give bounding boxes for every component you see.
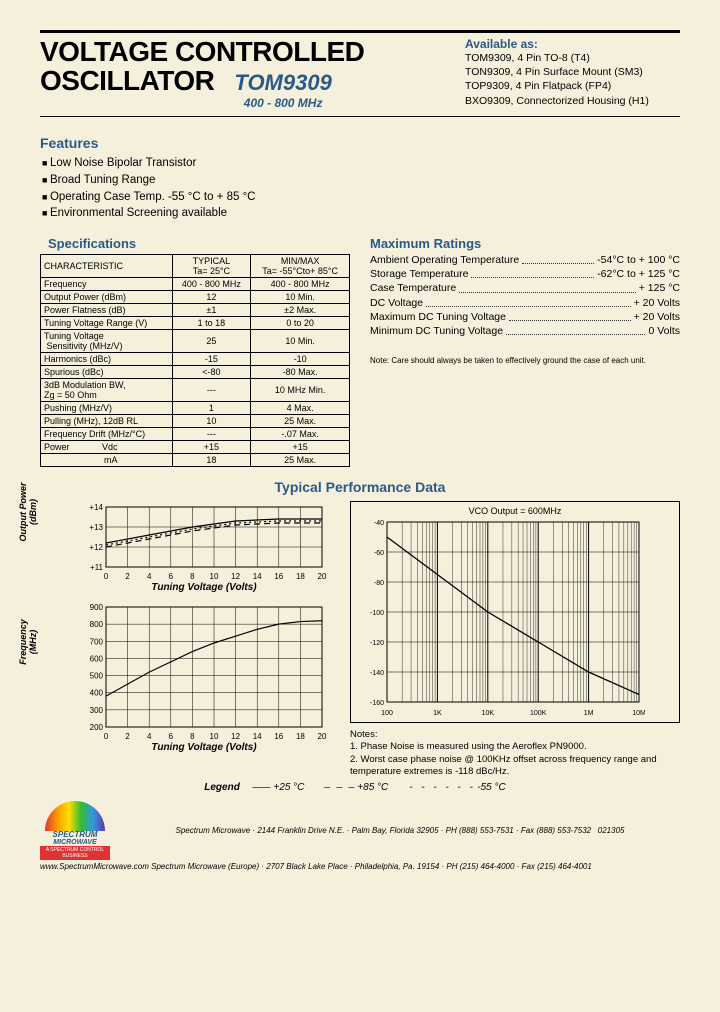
svg-text:20: 20 xyxy=(318,732,327,741)
chart-output-power: Output Power (dBm) +11+12+13+14024681012… xyxy=(40,501,330,593)
svg-text:600: 600 xyxy=(90,655,104,664)
spec-title: Specifications xyxy=(48,236,350,251)
svg-text:10M: 10M xyxy=(632,710,645,717)
svg-text:500: 500 xyxy=(90,672,104,681)
svg-text:+14: +14 xyxy=(89,503,103,512)
chart-frequency: Frequency (MHz) 200300400500600700800900… xyxy=(40,601,330,753)
chart1-xlabel: Tuning Voltage (Volts) xyxy=(78,582,330,593)
svg-text:2: 2 xyxy=(125,572,130,581)
chart1-ylabel: Output Power (dBm) xyxy=(18,467,38,557)
avail-item: TON9309, 4 Pin Surface Mount (SM3) xyxy=(465,65,680,79)
specifications-block: Specifications CHARACTERISTICTYPICAL Ta=… xyxy=(40,236,350,467)
svg-text:-160: -160 xyxy=(370,700,384,707)
svg-text:20: 20 xyxy=(318,572,327,581)
svg-text:14: 14 xyxy=(253,732,262,741)
feature-item: Broad Tuning Range xyxy=(42,172,680,189)
chart-phase-noise: VCO Output = 600MHz -40 -60 -80 -100 -120 -14… xyxy=(350,501,680,778)
svg-text:8: 8 xyxy=(190,732,195,741)
svg-text:10: 10 xyxy=(210,572,219,581)
feature-item: Environmental Screening available xyxy=(42,205,680,222)
legend-label: Legend xyxy=(204,782,240,793)
feature-item: Operating Case Temp. -55 °C to + 85 °C xyxy=(42,189,680,206)
footer-line1: Spectrum Microwave · 2144 Franklin Drive… xyxy=(120,825,680,836)
svg-text:-40: -40 xyxy=(374,520,384,527)
svg-text:12: 12 xyxy=(231,572,240,581)
svg-text:16: 16 xyxy=(274,732,283,741)
svg-text:10K: 10K xyxy=(482,710,495,717)
svg-text:6: 6 xyxy=(169,572,174,581)
svg-text:1K: 1K xyxy=(433,710,442,717)
title-line2: OSCILLATOR xyxy=(40,66,214,95)
note-item: 1. Phase Noise is measured using the Aer… xyxy=(350,741,680,753)
svg-text:0: 0 xyxy=(104,732,109,741)
avail-item: BXO9309, Connectorized Housing (H1) xyxy=(465,94,680,108)
svg-text:6: 6 xyxy=(169,732,174,741)
svg-text:+11: +11 xyxy=(90,563,104,572)
svg-text:+12: +12 xyxy=(89,543,103,552)
svg-text:-80: -80 xyxy=(374,580,384,587)
svg-text:12: 12 xyxy=(231,732,240,741)
logo: SPECTRUM MICROWAVE A SPECTRUM CONTROL BU… xyxy=(40,801,110,860)
features-section: Features Low Noise Bipolar TransistorBro… xyxy=(40,135,680,222)
title-line1: VOLTAGE CONTROLLED xyxy=(40,37,455,66)
svg-text:10: 10 xyxy=(210,732,219,741)
ratings-title: Maximum Ratings xyxy=(370,236,680,251)
svg-text:0: 0 xyxy=(104,572,109,581)
svg-text:-120: -120 xyxy=(370,640,384,647)
svg-text:16: 16 xyxy=(274,572,283,581)
rating-row: Minimum DC Tuning Voltage0 Volts xyxy=(370,324,680,338)
ratings-note: Note: Care should always be taken to eff… xyxy=(370,356,680,365)
footer: SPECTRUM MICROWAVE A SPECTRUM CONTROL BU… xyxy=(40,801,680,860)
chart2-ylabel: Frequency (MHz) xyxy=(18,597,38,687)
svg-text:1M: 1M xyxy=(584,710,594,717)
part-number: TOM9309 xyxy=(234,70,331,96)
rating-row: Storage Temperature-62°C to + 125 °C xyxy=(370,267,680,281)
svg-text:200: 200 xyxy=(90,723,104,732)
svg-text:300: 300 xyxy=(90,706,104,715)
freq-range: 400 - 800 MHz xyxy=(234,96,331,110)
svg-text:+13: +13 xyxy=(89,523,103,532)
title-block: VOLTAGE CONTROLLED OSCILLATOR TOM9309 40… xyxy=(40,37,455,110)
avail-item: TOP9309, 4 Pin Flatpack (FP4) xyxy=(465,79,680,93)
ratings-block: Maximum Ratings Ambient Operating Temper… xyxy=(370,236,680,365)
svg-text:8: 8 xyxy=(190,572,195,581)
spec-table: CHARACTERISTICTYPICAL Ta= 25°CMIN/MAX Ta… xyxy=(40,254,350,467)
footer-line2: www.SpectrumMicrowave.com Spectrum Micro… xyxy=(40,862,680,871)
svg-text:700: 700 xyxy=(90,637,104,646)
notes-title: Notes: xyxy=(350,729,680,741)
rating-row: DC Voltage+ 20 Volts xyxy=(370,296,680,310)
perf-title: Typical Performance Data xyxy=(40,479,680,495)
legend-item: — — — +85 °C xyxy=(324,782,388,793)
svg-text:400: 400 xyxy=(90,689,104,698)
svg-text:18: 18 xyxy=(296,732,305,741)
rating-row: Case Temperature+ 125 °C xyxy=(370,281,680,295)
svg-text:-60: -60 xyxy=(374,550,384,557)
svg-text:100K: 100K xyxy=(530,710,547,717)
svg-text:4: 4 xyxy=(147,732,152,741)
available-title: Available as: xyxy=(465,37,680,51)
chart3-title: VCO Output = 600MHz xyxy=(355,506,675,516)
avail-item: TOM9309, 4 Pin TO-8 (T4) xyxy=(465,51,680,65)
svg-text:14: 14 xyxy=(253,572,262,581)
svg-text:18: 18 xyxy=(296,572,305,581)
rating-row: Ambient Operating Temperature-54°C to + … xyxy=(370,253,680,267)
feature-item: Low Noise Bipolar Transistor xyxy=(42,155,680,172)
svg-text:-140: -140 xyxy=(370,670,384,677)
svg-text:100: 100 xyxy=(381,710,393,717)
availability-block: Available as: TOM9309, 4 Pin TO-8 (T4)TO… xyxy=(465,37,680,108)
svg-text:2: 2 xyxy=(125,732,130,741)
legend: Legend ——— +25 °C — — — +85 °C - - - - - -… xyxy=(40,782,680,793)
svg-text:-100: -100 xyxy=(370,610,384,617)
rating-row: Maximum DC Tuning Voltage+ 20 Volts xyxy=(370,310,680,324)
svg-text:800: 800 xyxy=(90,620,104,629)
note-item: 2. Worst case phase noise @ 100KHz offse… xyxy=(350,754,680,779)
features-title: Features xyxy=(40,135,680,151)
chart2-xlabel: Tuning Voltage (Volts) xyxy=(78,742,330,753)
svg-text:900: 900 xyxy=(90,603,104,612)
notes-block: Notes: 1. Phase Noise is measured using … xyxy=(350,729,680,778)
svg-text:4: 4 xyxy=(147,572,152,581)
legend-item: - - - - - - -55 °C xyxy=(408,782,505,793)
legend-item: ——— +25 °C xyxy=(253,782,305,793)
